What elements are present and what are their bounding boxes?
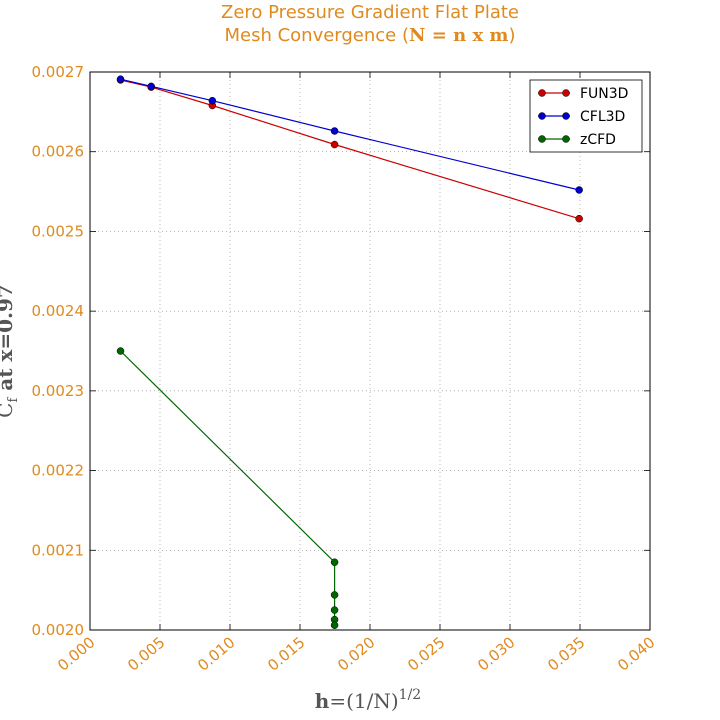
x-tick-label: 0.010	[194, 633, 238, 674]
legend: FUN3D CFL3D zCFD	[529, 79, 643, 153]
series-line-cfl3d	[120, 78, 580, 191]
data-point-zcfd	[330, 591, 339, 599]
y-tick-label: 0.0026	[32, 143, 85, 161]
series-line-fun3d	[120, 79, 580, 220]
x-tick-label: 0.000	[54, 633, 98, 674]
y-tick-label: 0.0023	[32, 382, 85, 400]
grid-lines	[90, 72, 650, 630]
data-point-cfl3d	[116, 75, 125, 83]
data-point-zcfd	[330, 606, 339, 614]
y-tick-label: 0.0027	[32, 63, 85, 81]
data-point-fun3d	[575, 214, 583, 223]
chart-title-line-1: Zero Pressure Gradient Flat Plate	[221, 2, 519, 23]
data-point-zcfd	[330, 621, 339, 629]
y-tick-label: 0.0024	[32, 302, 85, 320]
legend-marker-fun3d	[562, 89, 570, 97]
legend-marker-zcfd	[562, 135, 570, 143]
x-tick-label: 0.015	[264, 633, 308, 674]
legend-marker-cfl3d	[562, 112, 570, 120]
y-tick-label: 0.0022	[32, 462, 85, 480]
chart-title-suffix: )	[508, 25, 516, 46]
x-tick-label: 0.025	[404, 633, 448, 674]
x-tick-label: 0.035	[544, 633, 588, 674]
axis-ticks: 0.000 0.005 0.010 0.015 0.020 0.025 0.030 0.035…	[32, 63, 659, 675]
data-point-zcfd	[330, 558, 339, 566]
series-layer	[116, 75, 583, 629]
data-point-fun3d	[330, 140, 339, 149]
data-point-cfl3d	[330, 127, 339, 135]
x-tick-label: 0.020	[334, 633, 378, 674]
x-tick-label: 0.030	[474, 633, 518, 674]
legend-marker-cfl3d	[538, 112, 546, 120]
data-point-cfl3d	[208, 96, 217, 105]
y-tick-label: 0.0020	[32, 621, 85, 639]
legend-label-fun3d: FUN3D	[580, 86, 628, 102]
legend-label-cfl3d: CFL3D	[580, 109, 625, 125]
y-axis-label: Cf at x=0.97	[0, 284, 21, 418]
data-point-cfl3d	[575, 186, 583, 194]
y-tick-label: 0.0025	[32, 222, 85, 240]
y-axis-label-text: Cf at x=0.97	[0, 284, 21, 418]
legend-label-zcfd: zCFD	[580, 132, 616, 148]
x-axis-label-text: h=(1/N)1/2	[315, 687, 421, 713]
chart-title-prefix: Mesh Convergence (	[224, 25, 410, 46]
legend-marker-fun3d	[538, 89, 546, 97]
data-point-zcfd	[116, 347, 125, 355]
chart-title-math: N = n x m	[409, 25, 509, 46]
x-axis-label: h=(1/N)1/2	[315, 687, 421, 713]
x-tick-label: 0.005	[124, 633, 168, 674]
legend-marker-zcfd	[538, 135, 546, 143]
chart-title-line-2: Mesh Convergence (N = n x m)	[0, 25, 720, 46]
data-point-cfl3d	[147, 82, 155, 91]
y-tick-label: 0.0021	[32, 541, 85, 559]
series-line-zcfd	[120, 350, 336, 626]
x-tick-label: 0.040	[614, 633, 658, 674]
